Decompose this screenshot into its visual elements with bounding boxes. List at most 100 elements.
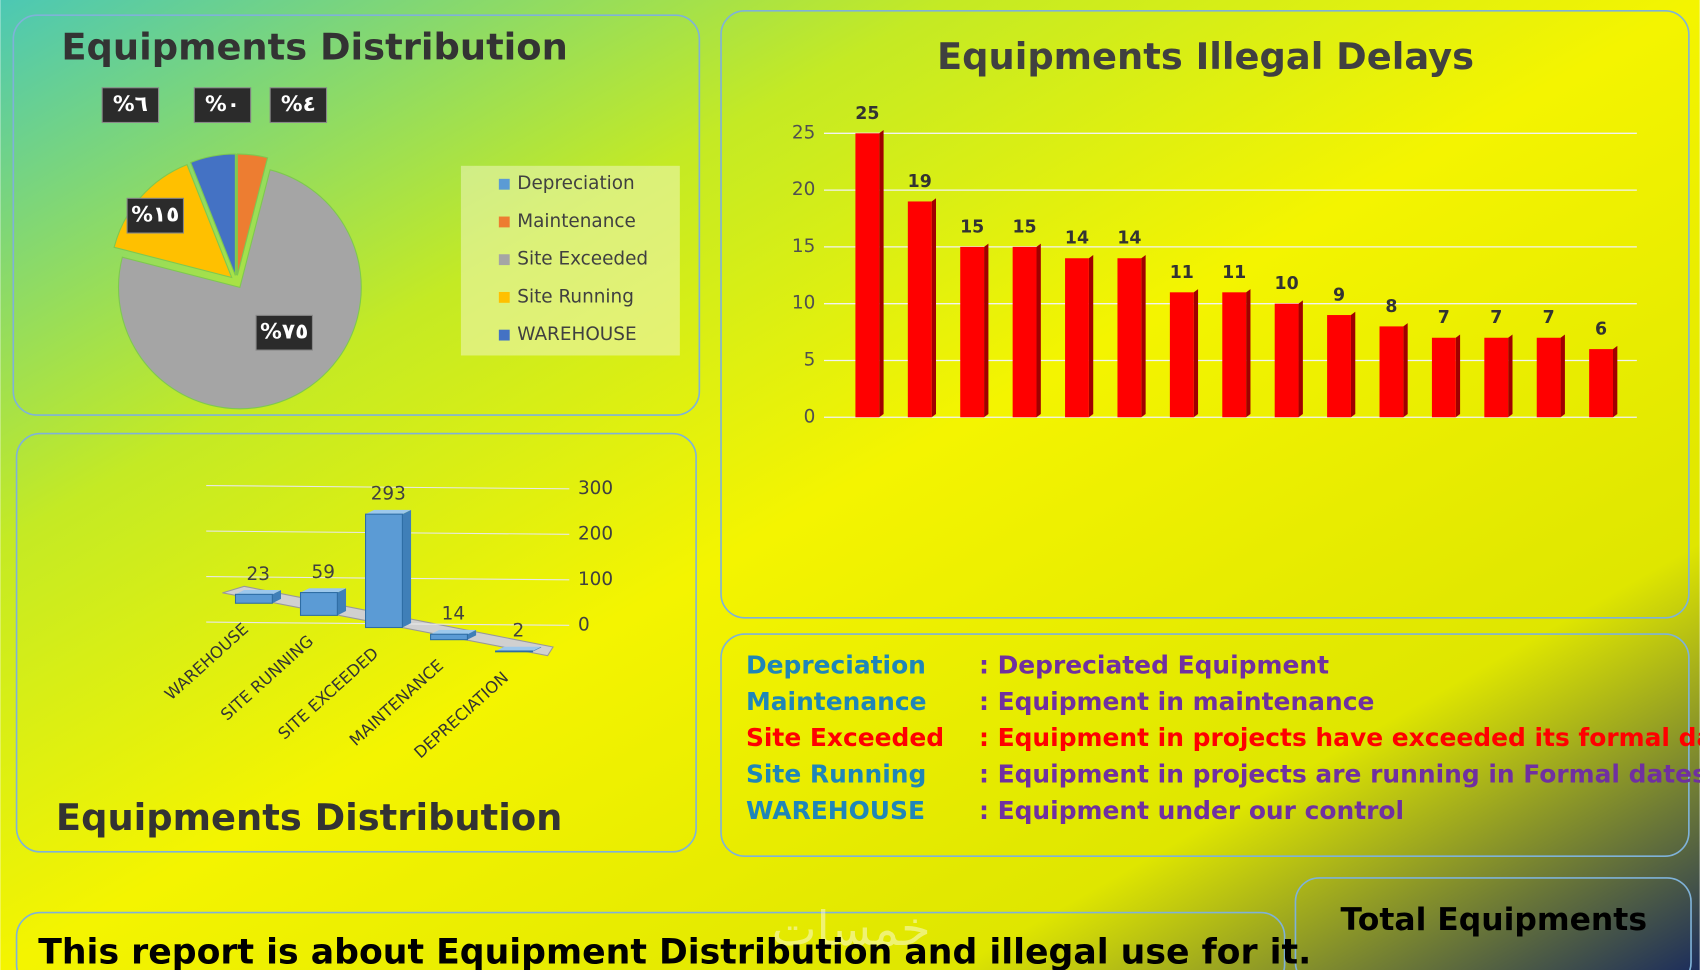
pie-slice [236, 153, 269, 276]
bar [364, 513, 403, 629]
bar [1012, 246, 1037, 418]
y-tick-label: 100 [578, 569, 613, 590]
value-label: 15 [960, 217, 984, 237]
bar-top [365, 509, 412, 515]
y-tick-label: 0 [578, 614, 590, 635]
legend-label: Depreciation [517, 173, 634, 194]
bar-side [337, 588, 347, 616]
bar-side [1508, 334, 1513, 418]
value-label-box [193, 87, 252, 124]
value-label: %٦ [113, 92, 148, 117]
y-tick-label: 10 [792, 293, 815, 314]
value-label: 14 [1117, 229, 1141, 249]
legend-label: Site Exceeded [517, 249, 648, 270]
pie-legend-box [460, 165, 680, 356]
definition-text: : Equipment in projects have exceeded it… [979, 723, 1700, 752]
report-text: This report is about Equipment Distribut… [38, 933, 1311, 970]
bar-side [1403, 323, 1408, 418]
y-tick-label: 15 [792, 236, 815, 257]
value-label: 19 [908, 172, 932, 192]
bar [1274, 303, 1299, 418]
value-label: 59 [312, 562, 335, 583]
value-label: 293 [371, 484, 406, 505]
bar [1065, 258, 1089, 418]
bar-side [931, 198, 937, 418]
y-tick-label: 300 [578, 478, 613, 499]
value-label: 11 [1170, 263, 1194, 283]
definition-text: : Equipment in maintenance [979, 687, 1374, 716]
bar-side [1560, 334, 1565, 418]
bar-side [1350, 311, 1356, 418]
bar-side [984, 243, 989, 418]
bar [1431, 337, 1456, 418]
bar [1379, 326, 1404, 418]
definitions-panel [720, 633, 1690, 858]
value-label: 23 [247, 564, 270, 585]
legend-swatch [498, 216, 510, 228]
bar3d-panel [15, 432, 697, 853]
bar-side [1455, 334, 1461, 418]
bar [1589, 349, 1613, 418]
chart-title: Equipments Distribution [61, 25, 567, 68]
bar-top [430, 629, 477, 635]
value-label: 7 [1543, 308, 1555, 328]
value-label: %٠ [205, 92, 240, 117]
value-label: %٤ [281, 92, 316, 117]
definition-text: : Equipment in projects are running in F… [979, 759, 1700, 788]
watermark: خمسات [772, 902, 931, 957]
chart-title: Equipments Illegal Delays [937, 35, 1474, 78]
bar [1484, 337, 1509, 418]
bar [855, 133, 880, 418]
value-label-box [101, 87, 160, 124]
value-label: 10 [1275, 274, 1299, 294]
legend-swatch [498, 254, 510, 266]
legend-label: WAREHOUSE [517, 324, 636, 345]
value-label: 15 [1013, 217, 1037, 237]
value-label: 9 [1333, 286, 1345, 306]
bar [299, 592, 338, 616]
bar [1222, 292, 1247, 418]
definition-term: Site Running [746, 759, 926, 788]
chart-title: Equipments Distribution [56, 796, 562, 839]
grid-line [206, 485, 570, 490]
value-label: 14 [442, 604, 465, 625]
pie-panel [12, 14, 701, 416]
value-label: 6 [1595, 320, 1607, 340]
bar-side [1193, 289, 1199, 418]
bar-side [272, 590, 282, 604]
definition-term: Site Exceeded [746, 723, 944, 752]
definition-text: : Equipment under our control [979, 796, 1404, 825]
definition-term: WAREHOUSE [746, 796, 925, 825]
bar [960, 246, 985, 418]
value-label: 2 [512, 621, 524, 642]
definition-text: : Depreciated Equipment [979, 651, 1329, 680]
value-label-box [255, 314, 313, 351]
bar [1536, 337, 1561, 418]
legend-swatch [498, 291, 510, 303]
bar-top [495, 646, 542, 652]
value-label: 7 [1438, 308, 1450, 328]
bar [1169, 292, 1194, 418]
bar-side [1298, 300, 1303, 418]
bar-side [879, 130, 884, 418]
bar-side [402, 509, 412, 628]
definition-term: Depreciation [746, 651, 926, 680]
y-tick-label: 0 [804, 406, 816, 427]
value-label: %٧٥ [260, 320, 308, 345]
value-label-box [269, 87, 328, 124]
legend-label: Maintenance [517, 211, 636, 232]
value-label: 7 [1490, 308, 1502, 328]
bar-side [1036, 243, 1041, 418]
value-label-box [126, 197, 185, 234]
bar-side [1088, 254, 1094, 418]
value-label: 25 [855, 104, 879, 124]
bar-side [1141, 254, 1146, 418]
definition-term: Maintenance [746, 687, 927, 716]
bar [430, 633, 468, 641]
bar-side [1612, 345, 1618, 418]
y-tick-label: 20 [792, 179, 815, 200]
bar [234, 593, 273, 604]
